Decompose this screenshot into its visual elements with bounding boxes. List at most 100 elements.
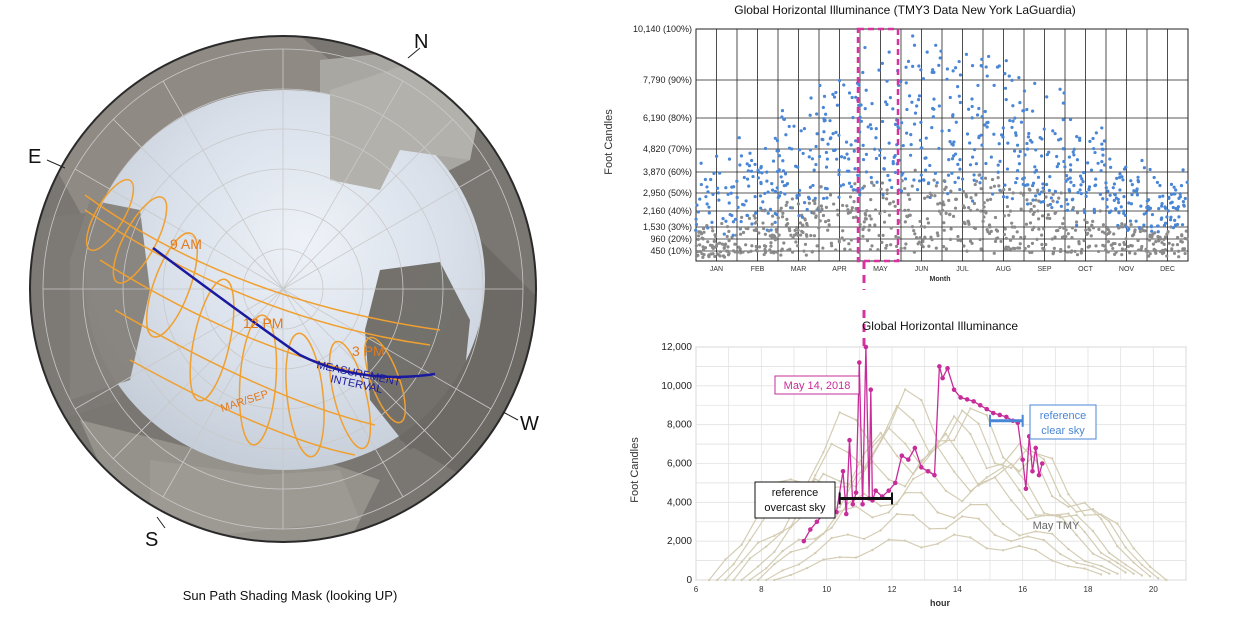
top-data-point — [987, 54, 991, 59]
top-data-point — [779, 191, 783, 195]
top-data-point — [1031, 181, 1036, 185]
top-data-point — [996, 163, 1000, 167]
top-data-point — [996, 236, 1000, 240]
top-data-point — [802, 249, 806, 253]
top-data-point — [1182, 247, 1186, 251]
top-data-point — [1178, 192, 1182, 196]
tmy-day-point — [863, 537, 866, 541]
top-data-point — [1071, 150, 1075, 154]
tmy-day-point — [822, 532, 825, 535]
top-data-point — [1140, 244, 1144, 249]
top-data-point — [913, 111, 918, 115]
top-data-point — [1023, 246, 1027, 251]
top-data-point — [832, 95, 837, 99]
top-data-point — [1051, 199, 1055, 203]
top-data-point — [818, 209, 823, 213]
top-data-point — [1042, 127, 1046, 131]
measured-point — [886, 488, 892, 493]
top-data-point — [1052, 246, 1056, 250]
bottom-ytick-label: 2,000 — [667, 536, 692, 547]
top-data-point — [930, 126, 934, 130]
top-data-point — [1170, 200, 1174, 204]
measured-point — [808, 527, 813, 532]
top-data-point — [1017, 154, 1021, 158]
top-data-point — [1025, 141, 1029, 146]
top-data-point — [1059, 247, 1063, 252]
top-data-point — [782, 241, 786, 245]
top-data-point — [956, 176, 961, 180]
top-data-point — [1074, 220, 1079, 224]
top-data-point — [1051, 251, 1056, 255]
top-data-point — [1059, 137, 1063, 141]
top-data-point — [1037, 192, 1042, 196]
top-data-point — [956, 234, 960, 239]
top-data-point — [833, 148, 837, 152]
top-data-point — [1019, 191, 1023, 195]
top-data-point — [797, 213, 801, 218]
top-data-point — [921, 238, 925, 242]
top-data-point — [916, 98, 921, 102]
top-data-point — [714, 234, 718, 239]
tmy-day-point — [740, 560, 743, 564]
top-data-point — [875, 180, 879, 184]
top-data-point — [1030, 140, 1034, 144]
tmy-day-point — [838, 480, 841, 483]
tmy-day-point — [912, 419, 915, 422]
top-data-point — [899, 79, 903, 84]
top-data-point — [1010, 221, 1014, 225]
top-data-point — [753, 195, 757, 199]
measured-point — [847, 437, 852, 443]
top-data-point — [903, 220, 907, 224]
top-chart-points — [694, 34, 1189, 259]
top-data-point — [908, 153, 913, 157]
top-data-point — [720, 242, 724, 246]
top-data-point — [1082, 209, 1086, 213]
tmy-day-point — [985, 476, 988, 479]
top-data-point — [997, 184, 1001, 188]
top-data-point — [812, 211, 816, 215]
top-data-point — [1136, 175, 1140, 179]
top-xtick-label: AUG — [996, 266, 1011, 273]
top-data-point — [748, 151, 752, 155]
top-data-point — [701, 248, 706, 252]
tmy-day-point — [1157, 577, 1160, 580]
top-data-point — [1033, 81, 1037, 85]
bottom-ytick-label: 10,000 — [661, 381, 692, 392]
tmy-day-point — [1034, 530, 1037, 533]
top-data-point — [847, 91, 852, 95]
top-data-point — [983, 123, 987, 127]
top-data-point — [951, 214, 956, 218]
tmy-day-point — [1018, 470, 1021, 473]
top-data-point — [981, 219, 985, 223]
bottom-xtick-label: 6 — [694, 585, 699, 594]
top-data-point — [751, 174, 755, 179]
bottom-xtick-label: 16 — [1018, 585, 1027, 594]
top-data-point — [773, 220, 777, 224]
tmy-day-point — [1026, 482, 1029, 486]
top-data-point — [868, 248, 873, 252]
top-data-point — [1018, 242, 1022, 246]
top-data-point — [796, 233, 800, 237]
measured-point — [958, 395, 963, 400]
top-data-point — [953, 152, 958, 156]
top-data-point — [698, 197, 702, 201]
tick-e — [46, 159, 66, 169]
top-data-point — [1154, 240, 1158, 244]
top-data-point — [1136, 248, 1141, 252]
top-data-point — [783, 192, 787, 196]
top-xtick-label: FEB — [751, 266, 765, 273]
top-data-point — [1013, 225, 1017, 229]
top-data-point — [918, 219, 922, 224]
top-data-point — [735, 179, 739, 183]
tmy-day-point — [863, 492, 866, 495]
top-data-point — [1047, 188, 1051, 193]
top-data-point — [801, 151, 805, 156]
top-ytick-label: 2,950 (50%) — [643, 188, 692, 198]
top-data-point — [934, 43, 938, 47]
top-data-point — [884, 246, 888, 250]
top-data-point — [1005, 248, 1010, 252]
top-data-point — [956, 85, 960, 89]
tmy-day-point — [1018, 534, 1021, 537]
top-data-point — [1075, 253, 1080, 257]
top-data-point — [993, 239, 998, 244]
